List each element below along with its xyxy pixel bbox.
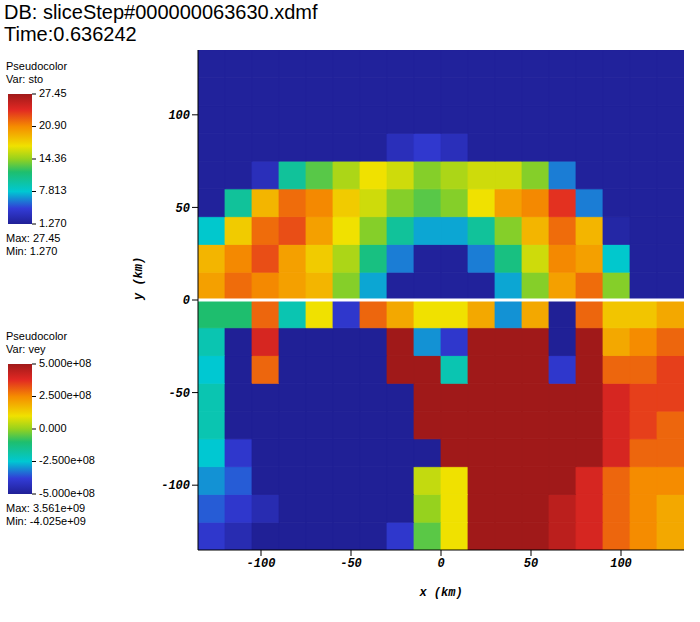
svg-text:5.000e+08: 5.000e+08	[39, 357, 91, 369]
svg-text:27.45: 27.45	[39, 87, 67, 99]
html-text:Max: 27.45: Max: 27.45	[6, 232, 61, 244]
html-text:Time:0.636242: Time:0.636242	[4, 23, 137, 45]
svg-text:x (km): x (km)	[418, 586, 462, 600]
html-text:Var: sto: Var: sto	[6, 73, 44, 85]
svg-text:50: 50	[176, 202, 190, 216]
svg-text:14.36: 14.36	[39, 152, 67, 164]
svg-text:20.90: 20.90	[39, 119, 67, 131]
html-text:Max: 3.561e+09: Max: 3.561e+09	[6, 502, 86, 514]
svg-text:1.270: 1.270	[39, 217, 67, 229]
html-text:DB: sliceStep#000000063630.xdm: DB: sliceStep#000000063630.xdmf	[4, 1, 318, 23]
svg-text:-100: -100	[247, 557, 276, 571]
html-text:Var: vey: Var: vey	[6, 343, 46, 355]
html-text:Min: -4.025e+09: Min: -4.025e+09	[6, 515, 86, 527]
svg-text:-50: -50	[168, 387, 190, 401]
svg-text:-5.000e+08: -5.000e+08	[39, 487, 95, 499]
html-text:Pseudocolor: Pseudocolor	[6, 330, 68, 342]
svg-text:7.813: 7.813	[39, 184, 67, 196]
svg-text:y (km): y (km)	[132, 257, 146, 301]
svg-text:2.500e+08: 2.500e+08	[39, 389, 91, 401]
svg-text:0: 0	[183, 294, 190, 308]
svg-text:100: 100	[168, 109, 190, 123]
svg-text:-50: -50	[340, 557, 362, 571]
svg-text:100: 100	[610, 557, 632, 571]
svg-text:-2.500e+08: -2.500e+08	[39, 454, 95, 466]
html-text:Pseudocolor: Pseudocolor	[6, 60, 68, 72]
svg-text:0: 0	[437, 557, 444, 571]
svg-text:-100: -100	[161, 479, 190, 493]
svg-text:0.000: 0.000	[39, 422, 67, 434]
svg-text:50: 50	[524, 557, 538, 571]
html-text:Min: 1.270: Min: 1.270	[6, 245, 58, 257]
